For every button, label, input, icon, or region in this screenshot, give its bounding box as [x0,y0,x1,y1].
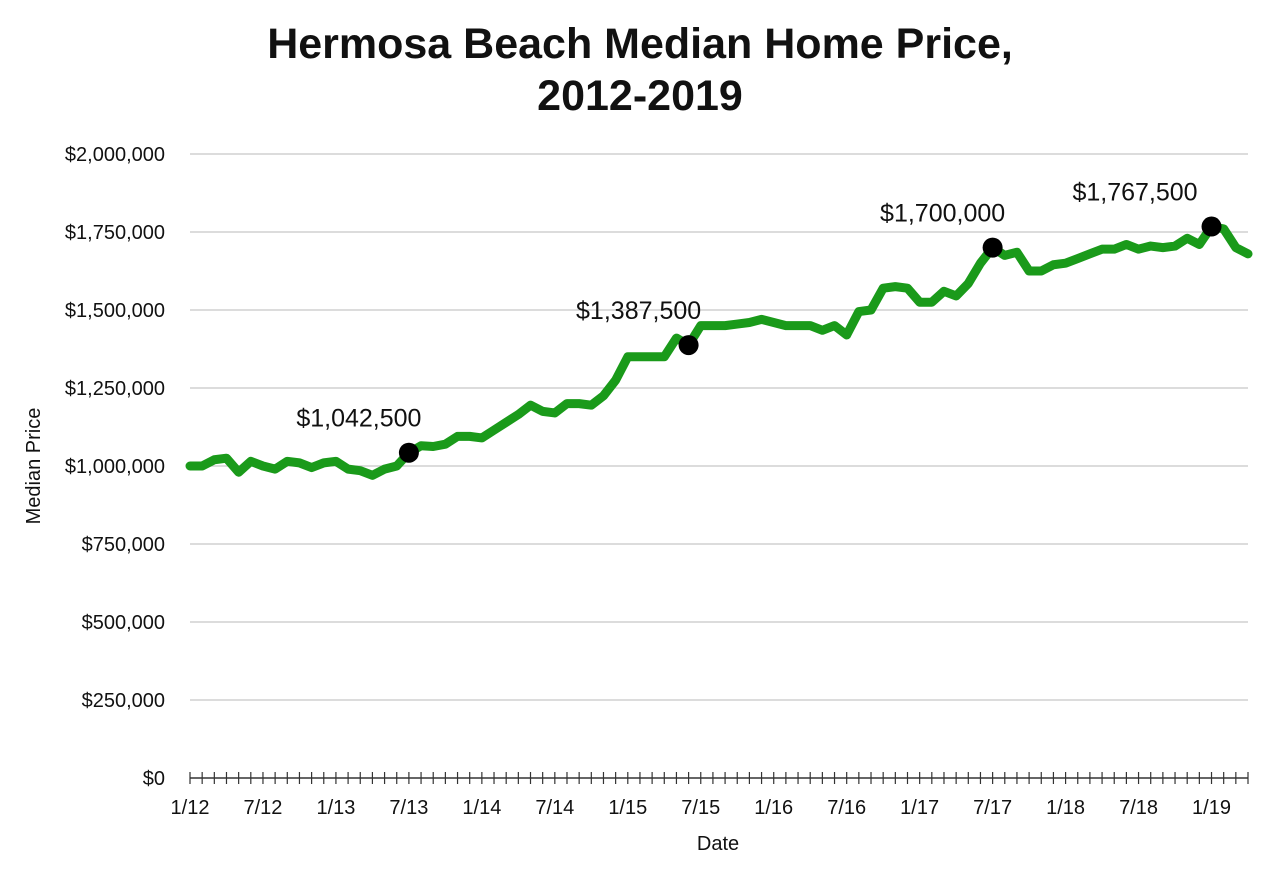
x-tick-label: 1/18 [1046,797,1085,819]
y-tick-label: $1,750,000 [65,222,165,244]
series-line [185,222,1253,480]
annotation-labels: $1,042,500 $1,387,500 $1,700,000 $1,767,500 [296,179,1197,433]
annotation-marker [398,442,419,463]
annotation-label: $1,387,500 [576,297,701,325]
x-axis-title: Date [697,833,739,855]
x-tick-label: 1/16 [754,797,793,819]
annotation-label: $1,700,000 [880,200,1005,228]
y-axis-title: Median Price [23,408,45,525]
y-tick-label: $500,000 [82,612,165,634]
x-tick-label: 1/15 [608,797,647,819]
x-tick-label: 1/19 [1192,797,1231,819]
y-tick-label: $1,250,000 [65,378,165,400]
y-tick-label: $1,000,000 [65,456,165,478]
chart-title-line-1: Hermosa Beach Median Home Price, [267,20,1013,68]
annotation-markers [398,216,1222,463]
x-tick-label: 1/14 [462,797,501,819]
annotation-label: $1,042,500 [296,405,421,433]
annotation-marker [1201,216,1222,237]
y-tick-label: $750,000 [82,534,165,556]
x-tick-label: 1/13 [316,797,355,819]
y-tick-label: $250,000 [82,690,165,712]
x-tick-label: 7/17 [973,797,1012,819]
x-tick-label: 7/12 [243,797,282,819]
y-tick-label: $2,000,000 [65,144,165,166]
y-tick-label: $1,500,000 [65,300,165,322]
annotation-marker [678,335,699,356]
chart-title-line-2: 2012-2019 [537,72,743,120]
annotation-marker [982,237,1003,258]
y-axis-ticks: $0 $250,000 $500,000 $750,000 $1,000,000 $1,2… [65,144,165,790]
gridlines [190,153,1248,701]
annotation-label: $1,767,500 [1072,179,1197,207]
x-tick-label: 7/18 [1119,797,1158,819]
x-tick-label: 7/13 [389,797,428,819]
x-tick-label: 1/17 [900,797,939,819]
chart-title: Hermosa Beach Median Home Price, 2012-20… [0,18,1280,122]
x-tick-label: 1/12 [171,797,210,819]
x-tick-label: 7/15 [681,797,720,819]
x-tick-label: 7/16 [827,797,866,819]
series-lines [185,222,1253,480]
x-axis: 1/12 7/12 1/13 7/13 1/14 7/14 1/15 7/15 1/16 7/16… [171,772,1249,819]
x-tick-label: 7/14 [535,797,574,819]
y-tick-label: $0 [143,768,165,790]
